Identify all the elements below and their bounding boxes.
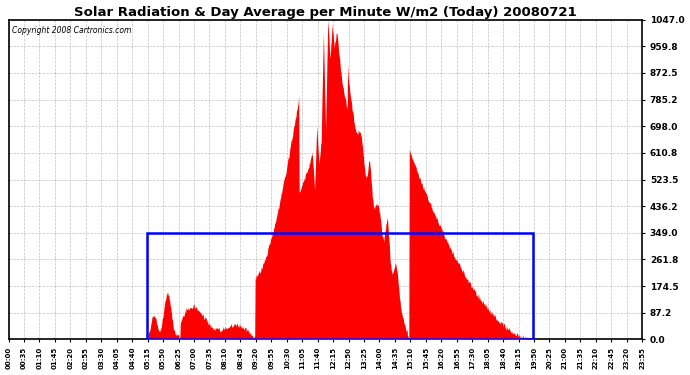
- Title: Solar Radiation & Day Average per Minute W/m2 (Today) 20080721: Solar Radiation & Day Average per Minute…: [74, 6, 577, 18]
- Bar: [147, 233, 533, 339]
- Text: Copyright 2008 Cartronics.com: Copyright 2008 Cartronics.com: [12, 26, 131, 35]
